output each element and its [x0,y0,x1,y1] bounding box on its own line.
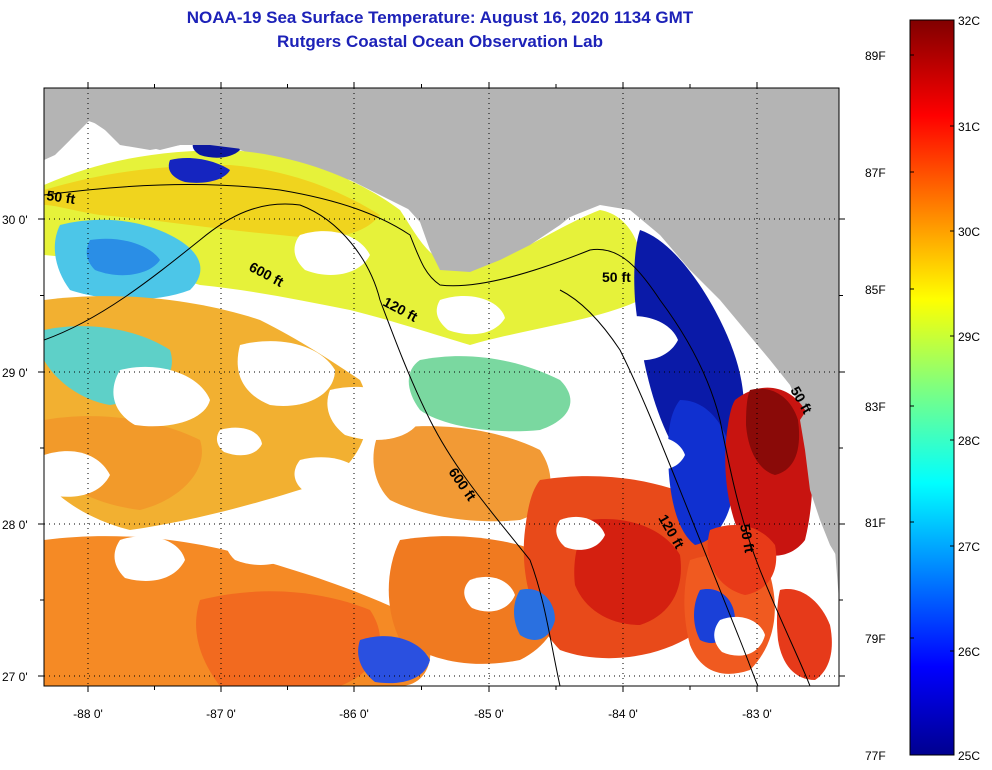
colorbar-f-label: 85F [865,283,886,297]
colorbar-c-label: 28C [958,434,980,448]
contour-label: 50 ft [737,523,758,554]
lon-tick-label: -86 0' [339,707,369,721]
lon-tick-label: -84 0' [608,707,638,721]
north-coast-land [44,88,839,400]
map-title: NOAA-19 Sea Surface Temperature: August … [186,8,694,27]
colorbar: 89F 87F 85F 83F 81F 79F 77F 32C 31C 30C … [865,14,980,763]
lat-tick-label: 30 0' [2,213,28,227]
map-subtitle: Rutgers Coastal Ocean Observation Lab [277,32,603,51]
lat-tick-label: 28 0' [2,518,28,532]
lon-axis: -88 0' -87 0' -86 0' -85 0' -84 0' -83 0… [73,707,772,721]
colorbar-c-label: 27C [958,540,980,554]
contour-label: 50 ft [46,187,77,207]
map-grid [38,82,845,692]
sst-field [44,138,832,686]
lat-tick-label: 27 0' [2,670,28,684]
lon-tick-label: -83 0' [742,707,772,721]
colorbar-c-label: 30C [958,225,980,239]
colorbar-c-label: 25C [958,749,980,763]
lat-tick-label: 29 0' [2,366,28,380]
map-area [44,88,839,686]
colorbar-f-label: 79F [865,632,886,646]
colorbar-f-label: 89F [865,49,886,63]
bathymetry-contours [44,184,811,686]
colorbar-c-label: 29C [958,330,980,344]
contour-label: 50 ft [602,269,631,285]
lon-tick-label: -88 0' [73,707,103,721]
lon-tick-label: -87 0' [206,707,236,721]
colorbar-f-label: 83F [865,400,886,414]
colorbar-c-label: 26C [958,645,980,659]
colorbar-f-label: 81F [865,516,886,530]
lat-axis: 30 0' 29 0' 28 0' 27 0' [2,213,28,684]
lon-tick-label: -85 0' [474,707,504,721]
colorbar-gradient [909,19,955,756]
colorbar-c-label: 32C [958,14,980,28]
cloud-mask [44,231,765,686]
colorbar-ticks [910,19,954,756]
colorbar-f-label: 87F [865,166,886,180]
florida-land [800,400,839,560]
colorbar-f-label: 77F [865,749,886,763]
map-border [43,87,840,687]
colorbar-c-label: 31C [958,120,980,134]
